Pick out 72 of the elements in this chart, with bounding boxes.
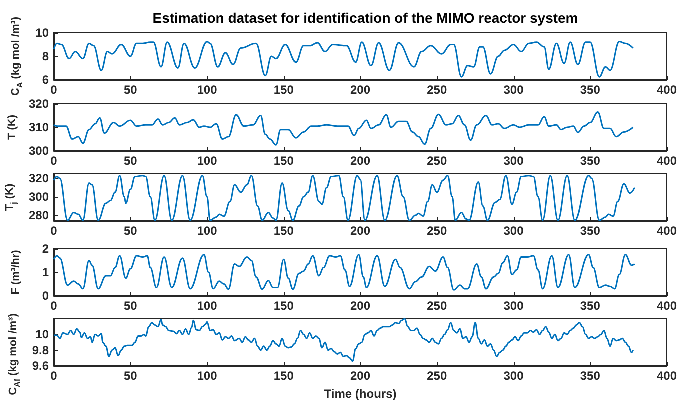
x-tick-label: 350 bbox=[580, 83, 601, 97]
y-tick-label: 2 bbox=[42, 242, 50, 256]
x-tick-label: 50 bbox=[124, 224, 138, 238]
x-tick-label: 100 bbox=[197, 83, 218, 97]
line-series bbox=[53, 175, 636, 222]
x-tick-label: 400 bbox=[656, 369, 678, 383]
x-tick-label: 350 bbox=[580, 154, 601, 168]
x-tick-label: 150 bbox=[274, 369, 294, 383]
y-tick-label: 10 bbox=[36, 328, 50, 342]
x-tick-label: 50 bbox=[124, 299, 138, 313]
y-axis-title: CAf (kg mol /m³) bbox=[7, 313, 22, 396]
x-tick-label: 150 bbox=[274, 154, 294, 168]
x-tick-label: 50 bbox=[124, 154, 138, 168]
y-tick-label: 300 bbox=[28, 144, 50, 158]
x-tick-label: 150 bbox=[274, 224, 294, 238]
x-tick-label: 400 bbox=[656, 154, 678, 168]
y-tick-label: 10 bbox=[36, 26, 50, 40]
x-tick-label: 400 bbox=[656, 83, 678, 97]
chart-title: Estimation dataset for identification of the MIMO reactor system bbox=[152, 10, 578, 26]
x-tick-label: 300 bbox=[504, 369, 524, 383]
x-tick-label: 0 bbox=[50, 369, 58, 383]
x-tick-label: 100 bbox=[197, 369, 218, 383]
y-tick-label: 6 bbox=[42, 73, 50, 87]
x-tick-label: 150 bbox=[274, 299, 294, 313]
x-tick-label: 400 bbox=[656, 299, 678, 313]
y-tick-label: 9.6 bbox=[32, 359, 50, 373]
line-series bbox=[53, 254, 636, 291]
y-axis-title: F (m³/hr) bbox=[10, 250, 22, 295]
line-series bbox=[53, 318, 634, 362]
y-tick-label: 280 bbox=[28, 208, 50, 222]
x-tick-label: 100 bbox=[197, 154, 218, 168]
x-tick-label: 0 bbox=[50, 154, 58, 168]
line-series bbox=[53, 41, 634, 78]
y-axis-title: CA (kg mol /m³) bbox=[10, 16, 24, 96]
x-tick-label: 50 bbox=[124, 83, 138, 97]
x-tick-label: 200 bbox=[350, 299, 371, 313]
y-tick-label: 310 bbox=[28, 120, 50, 134]
x-axis-title: Time (hours) bbox=[324, 387, 397, 401]
x-tick-label: 300 bbox=[504, 299, 524, 313]
line-series bbox=[53, 111, 634, 146]
x-tick-label: 0 bbox=[50, 299, 58, 313]
y-tick-label: 320 bbox=[28, 172, 50, 186]
y-tick-label: 1 bbox=[42, 266, 50, 280]
x-tick-label: 350 bbox=[580, 299, 601, 313]
x-tick-label: 250 bbox=[427, 224, 448, 238]
x-tick-label: 250 bbox=[427, 154, 448, 168]
x-tick-label: 250 bbox=[427, 83, 448, 97]
x-tick-label: 200 bbox=[350, 154, 371, 168]
x-tick-label: 350 bbox=[580, 224, 601, 238]
x-tick-label: 100 bbox=[197, 224, 218, 238]
y-tick-label: 320 bbox=[28, 97, 50, 111]
x-tick-label: 300 bbox=[504, 224, 524, 238]
x-tick-label: 350 bbox=[580, 369, 601, 383]
x-tick-label: 0 bbox=[50, 224, 58, 238]
x-tick-label: 300 bbox=[504, 83, 524, 97]
y-tick-label: 9.8 bbox=[32, 343, 50, 358]
y-axis-title: T (K) bbox=[6, 114, 19, 140]
y-tick-label: 300 bbox=[28, 190, 50, 204]
y-tick-label: 0 bbox=[42, 289, 50, 303]
x-tick-label: 250 bbox=[427, 299, 448, 313]
x-tick-label: 250 bbox=[427, 369, 448, 383]
x-tick-label: 0 bbox=[50, 83, 58, 97]
x-tick-label: 200 bbox=[350, 224, 371, 238]
x-tick-label: 300 bbox=[504, 154, 524, 168]
x-tick-label: 50 bbox=[124, 369, 138, 383]
x-tick-label: 200 bbox=[350, 369, 371, 383]
y-tick-label: 8 bbox=[42, 50, 50, 64]
x-tick-label: 100 bbox=[197, 299, 218, 313]
x-tick-label: 150 bbox=[274, 83, 294, 97]
x-tick-label: 200 bbox=[350, 83, 371, 97]
x-tick-label: 400 bbox=[656, 224, 678, 238]
y-axis-title: Tj (K) bbox=[4, 184, 19, 212]
